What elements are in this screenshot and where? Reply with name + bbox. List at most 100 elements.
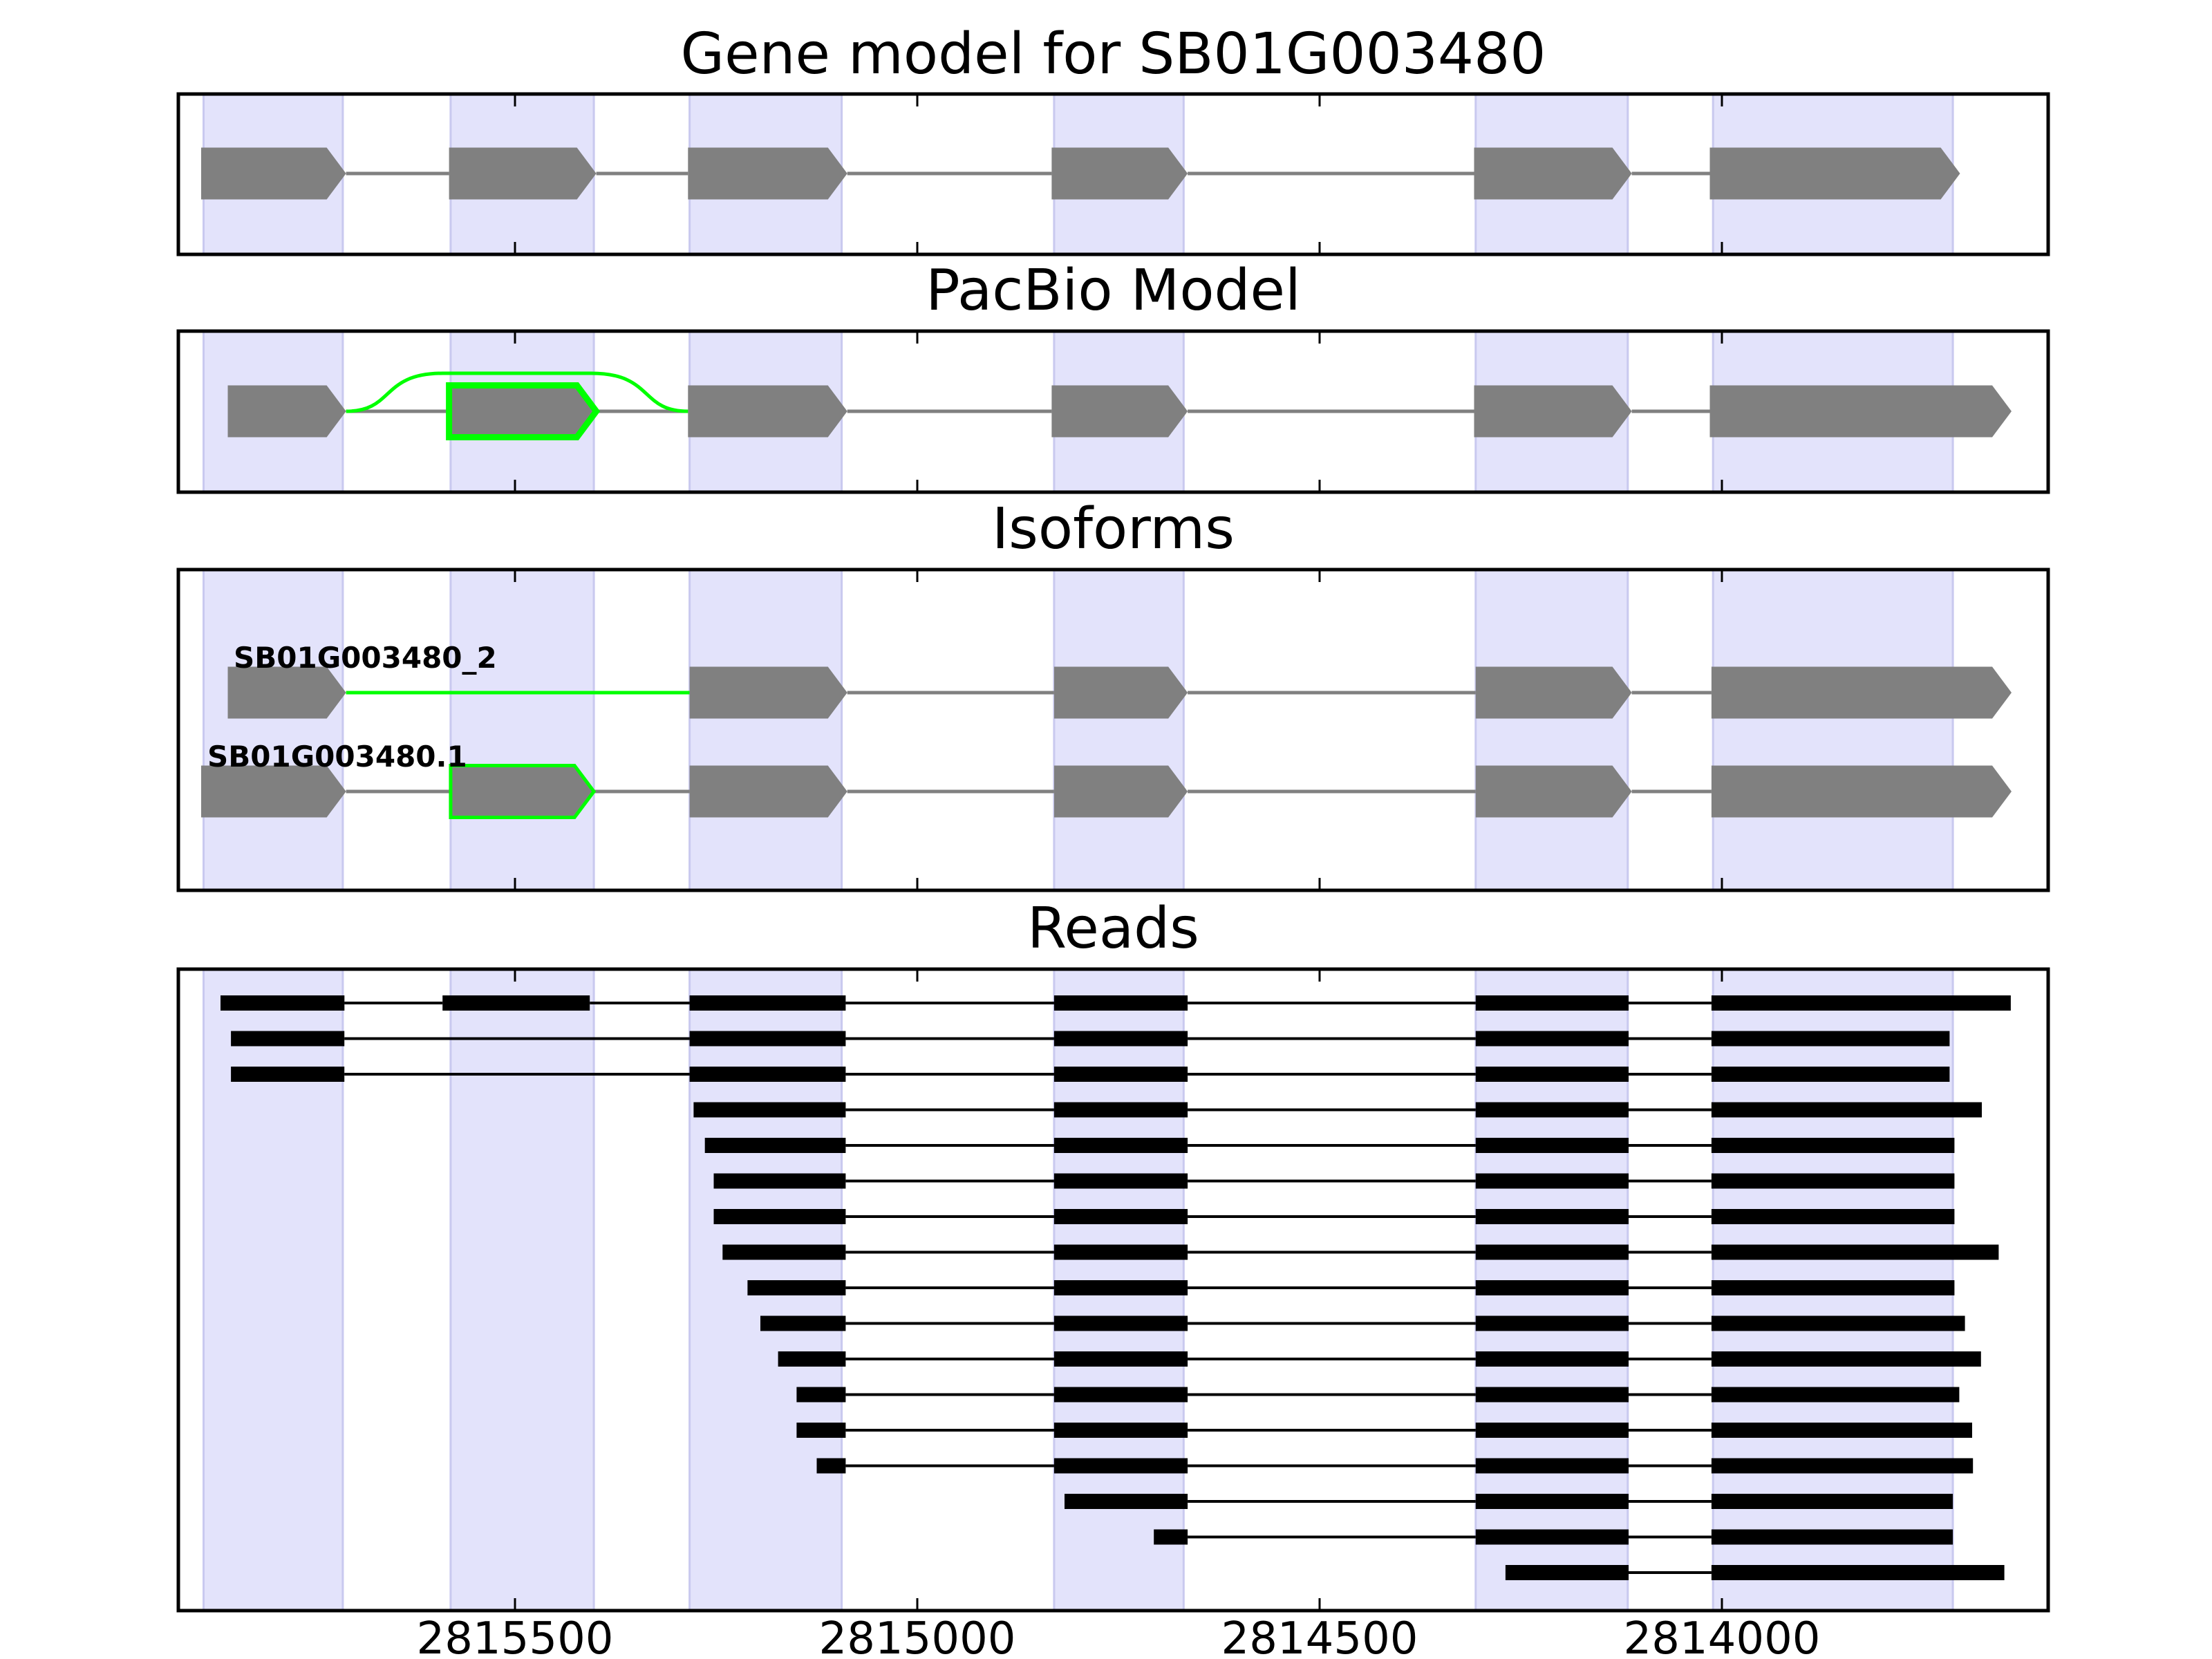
exon-block	[1475, 666, 1632, 719]
panel-frame	[176, 568, 2050, 892]
read-block	[1475, 1494, 1629, 1509]
read-block	[1711, 1067, 1950, 1082]
exon-block	[1053, 765, 1188, 818]
exon-block	[689, 666, 847, 719]
read-block	[1475, 1173, 1629, 1189]
read-block	[796, 1423, 846, 1438]
panel-frame	[176, 967, 2050, 1613]
read-block	[760, 1315, 846, 1331]
isoform-label: SB01G003480_2	[234, 641, 497, 675]
read-block	[1053, 1280, 1188, 1295]
read-block	[1711, 1244, 1999, 1260]
exon-block	[688, 385, 847, 438]
exon-region-band	[688, 568, 843, 892]
read-block	[1475, 1387, 1629, 1403]
panel-frames	[176, 92, 2050, 1613]
read-block	[1475, 1102, 1629, 1118]
read-block	[1711, 1138, 1955, 1153]
read-block	[1475, 1209, 1629, 1224]
read-block	[713, 1173, 846, 1189]
read-block	[796, 1387, 846, 1403]
read-block	[1053, 1209, 1188, 1224]
read-block	[689, 1031, 846, 1047]
read-block	[1475, 1423, 1629, 1438]
read-block	[1154, 1529, 1188, 1545]
panel-frame	[176, 329, 2050, 494]
read-block	[1475, 1280, 1629, 1295]
track-content	[201, 147, 2012, 1580]
read-block	[1053, 1244, 1188, 1260]
panel-frame	[176, 92, 2050, 256]
exon-block	[227, 385, 346, 438]
read-block	[221, 995, 345, 1011]
isoform-label: SB01G003480.1	[207, 740, 467, 774]
read-block	[442, 995, 590, 1011]
read-block	[1711, 1173, 1955, 1189]
exon-block	[1475, 765, 1632, 818]
read-block	[1475, 1067, 1629, 1082]
exon-region-band	[203, 568, 344, 892]
exon-block	[688, 147, 847, 200]
read-block	[778, 1351, 846, 1367]
read-block	[1053, 1423, 1188, 1438]
read-block	[1505, 1565, 1629, 1580]
read-block	[689, 995, 846, 1011]
exon-region-band	[1712, 568, 1954, 892]
x-tick-label: 2814000	[1623, 1613, 1820, 1659]
read-block	[1053, 1173, 1188, 1189]
read-block	[1711, 1280, 1955, 1295]
read-block	[816, 1458, 846, 1474]
read-block	[1053, 1102, 1188, 1118]
read-block	[1475, 1529, 1629, 1545]
panel-title: PacBio Model	[926, 258, 1301, 324]
read-block	[1053, 1458, 1188, 1474]
panel-title: Isoforms	[992, 496, 1235, 562]
read-block	[1711, 1031, 1950, 1047]
read-block	[1053, 1315, 1188, 1331]
exon-region-band	[1053, 568, 1185, 892]
exon-block	[227, 666, 346, 719]
read-block	[1065, 1494, 1188, 1509]
read-block	[704, 1138, 846, 1153]
read-block	[1475, 1458, 1629, 1474]
panel-title: Gene model for SB01G003480	[681, 21, 1546, 87]
exon-block	[689, 765, 847, 818]
read-block	[1475, 1031, 1629, 1047]
exon-region-band	[449, 568, 595, 892]
exon-region-band	[1474, 568, 1629, 892]
read-block	[1711, 1387, 1960, 1403]
read-block	[1711, 1209, 1955, 1224]
x-tick-label: 2815000	[818, 1613, 1015, 1659]
read-block	[713, 1209, 846, 1224]
text-labels: SB01G003480_2 SB01G003480.1 Gene model for…	[207, 21, 1821, 1659]
read-block	[1711, 1423, 1972, 1438]
exon-block	[1051, 385, 1188, 438]
exon-block	[1053, 666, 1188, 719]
highlighted-exon	[446, 382, 601, 440]
exon-region-band	[203, 968, 344, 1612]
read-block	[1711, 1315, 1965, 1331]
read-block	[1053, 1031, 1188, 1047]
read-block	[1053, 1351, 1188, 1367]
exon-block	[1709, 385, 2012, 438]
read-block	[1711, 1529, 1953, 1545]
x-tick-label: 2814500	[1221, 1613, 1418, 1659]
read-block	[693, 1102, 846, 1118]
exon-block	[201, 765, 346, 818]
read-block	[747, 1280, 846, 1295]
exon-skip-arc	[346, 371, 688, 413]
read-block	[1711, 1458, 1974, 1474]
read-block	[1711, 1494, 1953, 1509]
read-block	[1711, 995, 2011, 1011]
read-block	[1711, 1351, 1981, 1367]
read-block	[1475, 1244, 1629, 1260]
read-block	[1053, 1067, 1188, 1082]
exon-block	[1711, 666, 2012, 719]
read-block	[1711, 1565, 2005, 1580]
read-block	[1475, 995, 1629, 1011]
read-block	[231, 1067, 345, 1082]
read-block	[1475, 1351, 1629, 1367]
read-block	[1053, 1138, 1188, 1153]
x-tick-label: 2815500	[416, 1613, 613, 1659]
panel-title: Reads	[1027, 896, 1199, 962]
